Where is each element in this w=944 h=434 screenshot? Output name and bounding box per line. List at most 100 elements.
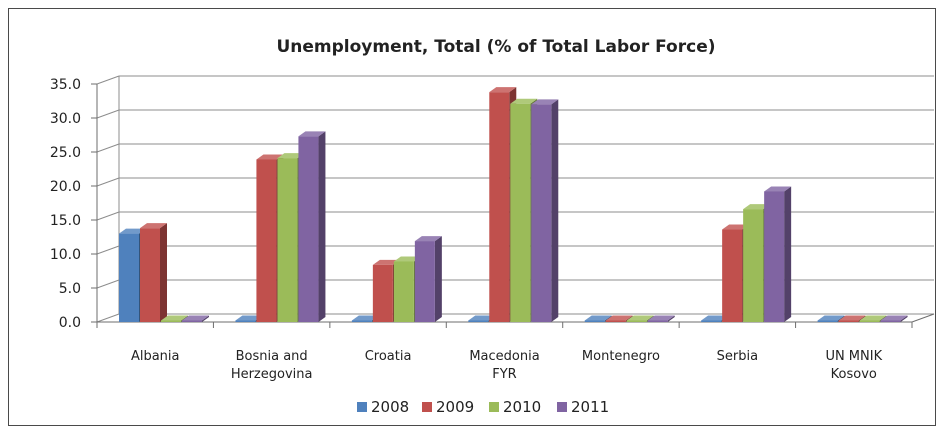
bar-side bbox=[784, 186, 792, 322]
bar-top bbox=[626, 315, 654, 321]
category-labels: Albania Bosnia and Herzegovina Croatia Maced… bbox=[131, 349, 883, 382]
x-category-label: Montenegro bbox=[582, 349, 660, 364]
y-tick-label: 35.0 bbox=[50, 77, 81, 93]
bar-front bbox=[393, 261, 414, 322]
bar-front bbox=[859, 320, 880, 322]
bar-front bbox=[351, 320, 372, 322]
gridline-depth bbox=[96, 75, 120, 85]
bar-top bbox=[817, 315, 845, 321]
legend: 2008 2009 2010 2011 bbox=[357, 398, 609, 416]
x-category-label: Herzegovina bbox=[231, 367, 313, 382]
bar-front bbox=[140, 228, 160, 322]
x-category-label: Albania bbox=[131, 349, 180, 364]
chart-frame: Unemployment, Total (% of Total Labor Fo… bbox=[8, 8, 936, 426]
bar bbox=[647, 315, 675, 322]
gridline-depth bbox=[96, 313, 120, 323]
bar bbox=[140, 223, 167, 322]
bar-side bbox=[667, 315, 675, 322]
bar-top bbox=[140, 223, 167, 229]
bar-front bbox=[626, 320, 647, 322]
y-tick-labels: 0.0 5.0 10.0 15.0 20.0 25.0 30.0 35.0 bbox=[50, 77, 81, 331]
x-category-label: Croatia bbox=[365, 349, 412, 364]
bar-front bbox=[764, 191, 785, 322]
bar-front bbox=[468, 320, 489, 322]
bar-top bbox=[743, 204, 771, 210]
bar-front bbox=[743, 209, 764, 322]
bar-top bbox=[277, 153, 305, 159]
bar-side bbox=[318, 131, 326, 322]
y-tick-label: 15.0 bbox=[50, 213, 81, 229]
bar-front bbox=[119, 233, 139, 322]
x-category-label: Kosovo bbox=[831, 367, 877, 382]
bar-top bbox=[256, 154, 284, 160]
bar-top bbox=[838, 315, 866, 321]
x-category-label: Macedonia bbox=[469, 349, 539, 364]
bar-front bbox=[414, 241, 435, 322]
bar-top bbox=[647, 315, 675, 321]
bar-top bbox=[605, 315, 633, 321]
bar-side bbox=[551, 99, 559, 323]
x-category-label: Serbia bbox=[717, 349, 758, 364]
bar-front bbox=[298, 136, 319, 322]
bar bbox=[298, 131, 326, 322]
legend-swatch bbox=[557, 402, 567, 412]
bar-front bbox=[531, 104, 552, 323]
bar-top bbox=[161, 315, 188, 321]
bar bbox=[880, 315, 908, 322]
bar-front bbox=[817, 320, 838, 322]
bar-side bbox=[900, 315, 908, 322]
y-tick-label: 20.0 bbox=[50, 179, 81, 195]
bar bbox=[414, 236, 442, 322]
bar-top bbox=[393, 256, 421, 262]
bar bbox=[764, 186, 792, 322]
bar-top bbox=[235, 315, 263, 321]
chart-svg: Unemployment, Total (% of Total Labor Fo… bbox=[50, 37, 935, 416]
y-tick-label: 30.0 bbox=[50, 111, 81, 127]
bar-front bbox=[161, 320, 181, 322]
bar-side bbox=[202, 315, 209, 322]
y-tick-label: 5.0 bbox=[59, 281, 81, 297]
bar-front bbox=[584, 320, 605, 322]
bar-top bbox=[531, 99, 559, 105]
bar-top bbox=[182, 315, 209, 321]
x-category-label: UN MNIK bbox=[825, 349, 882, 364]
bar-top bbox=[468, 315, 496, 321]
x-category-label: FYR bbox=[492, 367, 516, 382]
bar-top bbox=[489, 87, 517, 93]
bar-front bbox=[722, 229, 743, 322]
bar-front bbox=[605, 320, 626, 322]
y-tick-label: 0.0 bbox=[59, 315, 81, 331]
y-tick-label: 10.0 bbox=[50, 247, 81, 263]
bar-top bbox=[764, 186, 792, 192]
bar-top bbox=[414, 236, 442, 242]
bar-side bbox=[434, 236, 442, 322]
bar-front bbox=[256, 159, 277, 322]
gridline-depth bbox=[96, 177, 120, 187]
bar-top bbox=[880, 315, 908, 321]
bar-front bbox=[838, 320, 859, 322]
bar-top bbox=[298, 131, 326, 137]
chart-title: Unemployment, Total (% of Total Labor Fo… bbox=[276, 37, 715, 57]
gridline-depth bbox=[96, 279, 120, 289]
gridline-depth bbox=[96, 109, 120, 119]
legend-label: 2010 bbox=[503, 398, 541, 416]
bar bbox=[531, 99, 559, 323]
bar-top bbox=[859, 315, 887, 321]
bar-front bbox=[489, 92, 510, 322]
legend-swatch bbox=[489, 402, 499, 412]
bar-front bbox=[701, 320, 722, 322]
legend-swatch bbox=[422, 402, 432, 412]
legend-label: 2011 bbox=[571, 398, 609, 416]
x-category-label: Bosnia and bbox=[236, 349, 308, 364]
bar-top bbox=[351, 315, 379, 321]
bar-front bbox=[647, 320, 668, 322]
bar-front bbox=[880, 320, 901, 322]
bar-front bbox=[510, 103, 531, 322]
legend-swatch bbox=[357, 402, 367, 412]
bar-top bbox=[722, 224, 750, 230]
y-tick-label: 25.0 bbox=[50, 145, 81, 161]
bar bbox=[182, 315, 209, 322]
bar-top bbox=[119, 228, 146, 234]
floor-edge bbox=[911, 313, 935, 323]
bar-front bbox=[277, 158, 298, 322]
